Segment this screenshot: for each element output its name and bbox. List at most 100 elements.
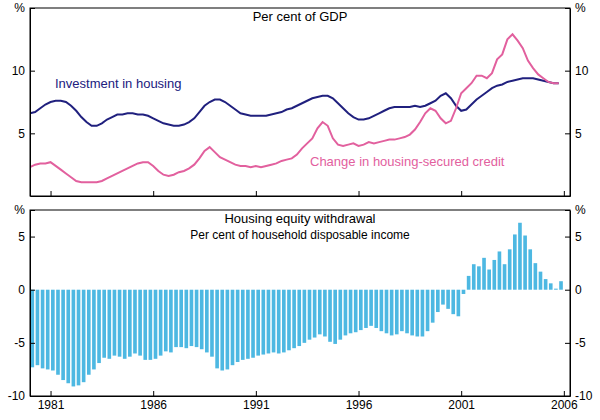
bar	[174, 290, 178, 347]
bar	[128, 290, 132, 357]
bar	[462, 290, 466, 294]
bar	[441, 290, 445, 305]
tick-mark	[461, 191, 462, 196]
panel: -10-505%-10-505%198119861991199620012006…	[8, 203, 593, 411]
plot-frame	[30, 210, 570, 396]
series-label: Investment in housing	[55, 76, 181, 91]
tick: 2006	[551, 391, 578, 412]
tick-label: 2006	[551, 398, 578, 412]
bar	[87, 290, 91, 375]
bar	[51, 290, 55, 371]
bar	[451, 290, 455, 314]
tick-mark	[461, 391, 462, 396]
tick: -5	[565, 336, 586, 350]
bar	[210, 290, 214, 357]
bar	[472, 264, 476, 290]
tick-label: 5	[575, 230, 582, 244]
bar	[457, 290, 461, 317]
tick-mark	[565, 237, 570, 238]
bar	[544, 279, 548, 290]
bar	[169, 290, 173, 353]
tick	[153, 191, 154, 196]
tick	[564, 191, 565, 196]
bar	[92, 290, 96, 370]
tick-label: %	[14, 203, 25, 217]
bar	[138, 290, 142, 356]
bar	[333, 290, 337, 344]
tick-mark	[565, 71, 570, 72]
bar	[559, 281, 563, 290]
tick-label: 10	[575, 64, 589, 78]
tick: 1986	[140, 391, 167, 412]
bar	[503, 264, 507, 290]
bar	[380, 290, 384, 331]
tick	[256, 191, 257, 196]
bar	[36, 290, 40, 365]
tick-label: %	[575, 1, 586, 15]
tick-label: 5	[575, 127, 582, 141]
tick-mark	[564, 191, 565, 196]
tick-mark	[51, 391, 52, 396]
bar	[184, 290, 188, 348]
bar	[215, 290, 219, 369]
tick-label: -5	[575, 336, 586, 350]
bar	[97, 290, 101, 363]
tick-label: 1996	[346, 398, 373, 412]
tick: 1981	[38, 391, 65, 412]
series-line	[30, 34, 559, 182]
tick-label: 1986	[140, 398, 167, 412]
bar	[205, 290, 209, 353]
tick-mark	[256, 191, 257, 196]
bar	[41, 290, 45, 369]
bar	[359, 290, 363, 330]
bar	[498, 251, 502, 289]
bar	[277, 290, 281, 354]
bar	[77, 290, 81, 386]
bar	[554, 289, 558, 290]
tick-label: 5	[18, 230, 25, 244]
bar	[492, 260, 496, 290]
bar	[159, 290, 163, 356]
panel: 510%510%Per cent of GDPInvestment in hou…	[12, 1, 589, 196]
tick	[461, 191, 462, 196]
plot-frame	[30, 8, 570, 196]
bar	[308, 290, 312, 340]
tick: 5	[18, 230, 35, 244]
bar	[61, 290, 65, 380]
bar	[390, 290, 394, 336]
bar	[482, 258, 486, 290]
bar	[318, 290, 322, 335]
bar	[395, 290, 399, 335]
bar	[431, 290, 435, 323]
title: Per cent of GDP	[253, 9, 348, 24]
tick-label: 5	[18, 127, 25, 141]
bar	[405, 290, 409, 334]
bar	[508, 249, 512, 289]
bar	[513, 234, 517, 289]
bar	[256, 290, 260, 356]
bar	[487, 270, 491, 290]
tick-label: -10	[8, 389, 26, 403]
bar	[143, 290, 147, 360]
bar	[118, 290, 122, 357]
y-axis: 5 10%	[565, 1, 589, 196]
bar	[46, 290, 50, 370]
bar	[549, 283, 553, 289]
bar	[364, 290, 368, 328]
bar	[421, 290, 425, 337]
tick-mark	[256, 391, 257, 396]
tick-mark	[30, 133, 35, 134]
y-axis: -10-505%	[8, 203, 35, 403]
tick-mark	[359, 391, 360, 396]
tick-label: 1991	[243, 398, 270, 412]
bar	[297, 290, 301, 346]
bar	[267, 290, 271, 354]
tick-mark	[153, 391, 154, 396]
tick-mark	[30, 71, 35, 72]
tick-mark	[565, 133, 570, 134]
bar	[82, 290, 86, 382]
bar	[123, 290, 127, 359]
tick-label: 1981	[38, 398, 65, 412]
y-axis: -10-505%	[565, 203, 593, 403]
bar	[415, 290, 419, 337]
